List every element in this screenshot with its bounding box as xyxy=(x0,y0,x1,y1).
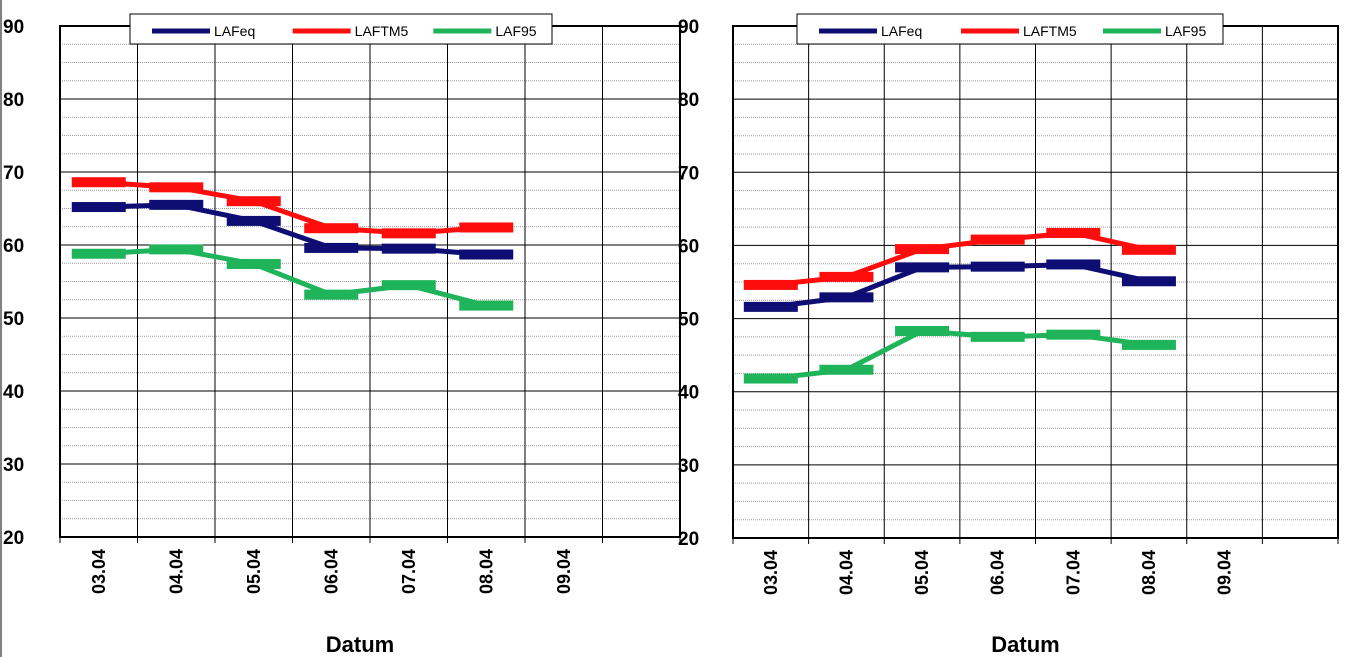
data-point-laf95 xyxy=(743,373,798,384)
x-axis-title: Datum xyxy=(326,632,394,657)
legend-label: LAF95 xyxy=(1165,23,1206,39)
data-point-lafeq xyxy=(381,243,436,254)
data-point-laftm5 xyxy=(819,271,874,282)
data-point-laf95 xyxy=(1046,329,1101,340)
data-point-lafeq xyxy=(149,199,204,210)
y-tick-label: 30 xyxy=(678,456,699,477)
x-tick-label: 09.04 xyxy=(554,549,574,594)
data-point-lafeq xyxy=(71,202,126,213)
legend-label: LAFTM5 xyxy=(1023,23,1077,39)
data-point-lafeq xyxy=(1046,259,1101,270)
x-tick-label: 07.04 xyxy=(399,549,419,594)
x-tick-label: 05.04 xyxy=(244,549,264,594)
data-point-lafeq xyxy=(226,215,281,226)
data-point-laf95 xyxy=(226,258,281,269)
x-tick-label: 03.04 xyxy=(761,550,781,595)
y-tick-label: 90 xyxy=(678,17,699,38)
data-point-lafeq xyxy=(819,292,874,303)
y-tick-label: 70 xyxy=(3,163,24,184)
x-tick-label: 09.04 xyxy=(1215,550,1235,595)
y-tick-label: 20 xyxy=(3,528,24,549)
data-point-laftm5 xyxy=(381,228,436,239)
data-point-lafeq xyxy=(459,249,514,260)
x-tick-label: 06.04 xyxy=(988,550,1008,595)
data-point-lafeq xyxy=(895,262,950,273)
x-tick-label: 04.04 xyxy=(166,549,186,594)
data-point-lafeq xyxy=(304,242,359,253)
data-point-laftm5 xyxy=(970,234,1025,245)
left-border xyxy=(0,0,2,657)
data-point-lafeq xyxy=(970,261,1025,272)
y-tick-label: 60 xyxy=(678,236,699,257)
data-point-laf95 xyxy=(895,326,950,337)
legend-label: LAFeq xyxy=(214,23,255,39)
x-tick-label: 06.04 xyxy=(321,549,341,594)
x-tick-label: 05.04 xyxy=(912,550,932,595)
y-tick-label: 70 xyxy=(678,163,699,184)
y-tick-label: 40 xyxy=(3,382,24,403)
y-tick-label: 50 xyxy=(678,310,699,331)
y-tick-label: 50 xyxy=(3,309,24,330)
legend-label: LAFeq xyxy=(881,23,922,39)
x-tick-label: 08.04 xyxy=(1139,550,1159,595)
data-point-laf95 xyxy=(381,280,436,291)
y-tick-label: 80 xyxy=(3,90,24,111)
x-tick-label: 03.04 xyxy=(89,549,109,594)
data-point-laftm5 xyxy=(304,223,359,234)
data-point-laf95 xyxy=(1121,339,1176,350)
legend-label: LAF95 xyxy=(495,23,536,39)
x-tick-label: 08.04 xyxy=(476,549,496,594)
chart-right: 20 30 40 50 60 70 80 90 03.04 04.04 05.04 06.04 07.0… xyxy=(678,13,1339,657)
data-point-laf95 xyxy=(819,364,874,375)
y-tick-label: 60 xyxy=(3,236,24,257)
data-point-laftm5 xyxy=(743,279,798,290)
data-point-laf95 xyxy=(149,244,204,255)
data-point-laf95 xyxy=(459,300,514,311)
data-point-laf95 xyxy=(970,331,1025,342)
y-tick-label: 80 xyxy=(678,90,699,111)
chart-left: 20 30 40 50 60 70 80 90 03.04 04.04 05.04 06.04 07.0… xyxy=(3,13,681,657)
x-tick-label: 07.04 xyxy=(1063,550,1083,595)
data-point-laftm5 xyxy=(226,196,281,207)
data-point-laftm5 xyxy=(1046,227,1101,238)
data-point-lafeq xyxy=(743,301,798,312)
y-tick-label: 40 xyxy=(678,383,699,404)
data-point-laftm5 xyxy=(1121,244,1176,255)
x-axis-title: Datum xyxy=(991,632,1059,657)
data-point-laftm5 xyxy=(895,244,950,255)
legend-label: LAFTM5 xyxy=(355,23,409,39)
data-point-laftm5 xyxy=(149,182,204,193)
x-tick-label: 04.04 xyxy=(836,550,856,595)
data-point-laf95 xyxy=(304,289,359,300)
y-tick-label: 30 xyxy=(3,455,24,476)
y-tick-label: 90 xyxy=(3,17,24,38)
data-point-laftm5 xyxy=(71,177,126,188)
data-point-laf95 xyxy=(71,248,126,259)
data-point-laftm5 xyxy=(459,222,514,233)
data-point-lafeq xyxy=(1121,276,1176,287)
y-tick-label: 20 xyxy=(678,529,699,550)
